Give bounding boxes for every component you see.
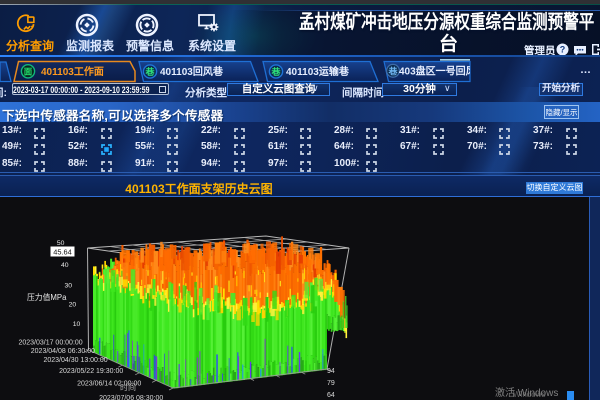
svg-text:20: 20 [69, 302, 77, 309]
svg-text:?: ? [560, 45, 566, 55]
svg-text:401103运输巷: 401103运输巷 [286, 65, 350, 78]
svg-text:2023/06/14 02:00:00: 2023/06/14 02:00:00 [77, 381, 141, 388]
svg-text:巷: 巷 [270, 66, 281, 77]
svg-text:2023/04/30 13:00:00: 2023/04/30 13:00:00 [43, 357, 107, 364]
svg-text:2023/05/22 19:30:00: 2023/05/22 19:30:00 [59, 368, 123, 375]
svg-text:压力值MPa: 压力值MPa [27, 292, 67, 302]
svg-text:50: 50 [57, 240, 65, 247]
svg-text:时间: 时间 [120, 382, 136, 392]
svg-text:Windows: Windows [513, 390, 545, 399]
svg-text:2023/04/08 06:30:00: 2023/04/08 06:30:00 [31, 348, 95, 355]
svg-text:401103回风巷: 401103回风巷 [160, 65, 224, 78]
svg-text:64: 64 [327, 392, 335, 399]
svg-text:403盘区一号回风巷: 403盘区一号回风巷 [399, 65, 487, 78]
svg-text:79: 79 [327, 380, 335, 387]
svg-text:2023/07/06 08:30:00: 2023/07/06 08:30:00 [99, 395, 163, 400]
svg-text:面: 面 [24, 66, 33, 76]
svg-text:巷: 巷 [387, 65, 398, 76]
svg-text:94: 94 [327, 368, 335, 375]
svg-text:巷: 巷 [144, 66, 155, 77]
svg-text:…: … [580, 64, 591, 76]
svg-text:激活 Windows: 激活 Windows [495, 386, 558, 399]
svg-text:2023/03/17 00:00:00: 2023/03/17 00:00:00 [18, 340, 82, 347]
svg-text:401103工作面: 401103工作面 [41, 65, 104, 78]
svg-text:30: 30 [64, 282, 72, 289]
svg-text:45.64: 45.64 [53, 247, 72, 256]
svg-text:10: 10 [73, 321, 81, 328]
svg-text:40: 40 [61, 262, 69, 269]
